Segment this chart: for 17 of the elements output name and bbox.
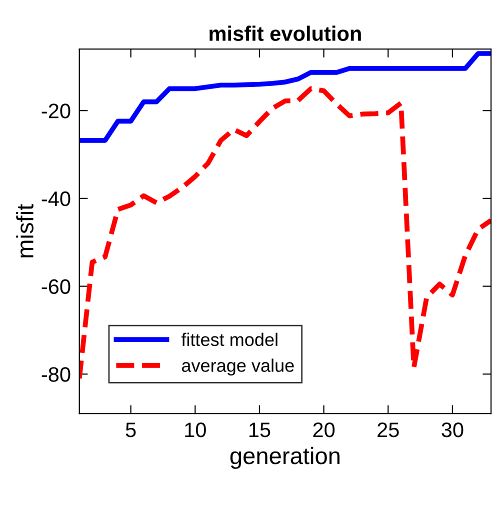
line-series	[79, 51, 492, 143]
x-tick-label: 5	[126, 422, 136, 438]
chart-title: misfit evolution	[210, 26, 361, 41]
y-tick-label: -60	[42, 279, 70, 294]
y-tick-label: -40	[42, 191, 70, 206]
legend-label: average value	[182, 358, 294, 376]
x-tick-label: 30	[442, 422, 464, 438]
x-axis-title: generation	[230, 446, 340, 469]
x-tick-label: 10	[185, 422, 206, 438]
x-tick-label: 15	[249, 422, 270, 438]
y-tick-label: -20	[42, 104, 70, 118]
y-axis-title: misfit	[16, 204, 34, 258]
y-tick-label: -80	[42, 367, 70, 382]
legend-label: fittest model	[181, 332, 278, 346]
line-series	[79, 86, 492, 381]
x-tick-label: 25	[378, 422, 399, 438]
x-tick-label: 20	[313, 422, 335, 438]
